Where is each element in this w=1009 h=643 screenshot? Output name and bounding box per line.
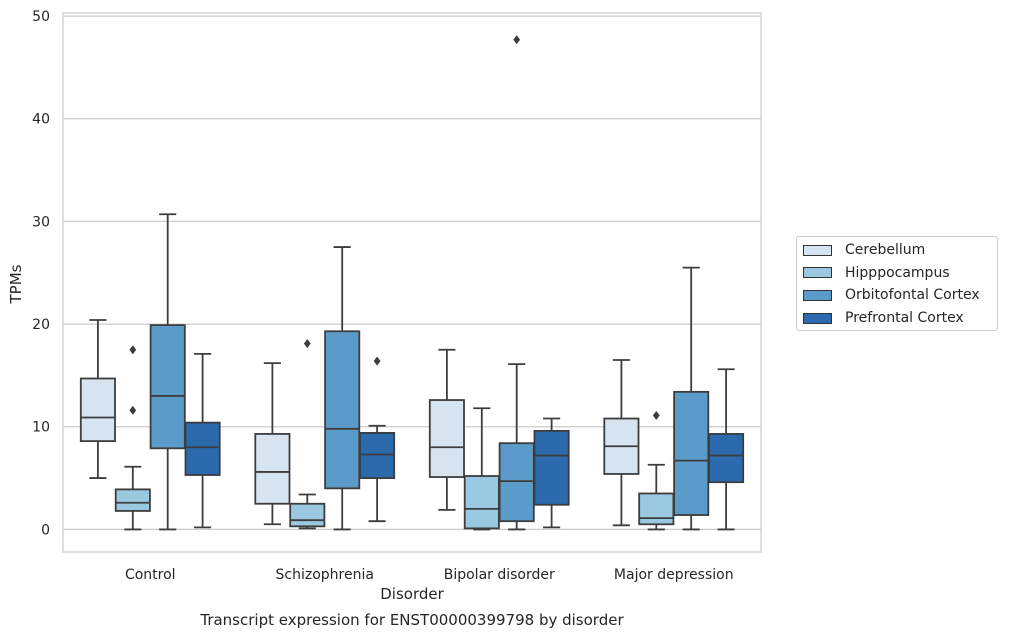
legend-label: Hipppocampus xyxy=(845,264,950,281)
legend-swatch xyxy=(803,267,832,279)
legend-label: Prefrontal Cortex xyxy=(845,310,964,327)
legend-swatch xyxy=(803,289,832,301)
box-2-3 xyxy=(673,266,710,531)
box-1-3 xyxy=(638,410,675,531)
y-tick-label: 50 xyxy=(32,9,50,25)
box-0-2 xyxy=(428,348,465,511)
box-3-3 xyxy=(708,368,745,531)
y-tick-label: 40 xyxy=(32,112,50,128)
legend-item: Cerebellum xyxy=(803,240,925,260)
box-iqr xyxy=(428,399,465,478)
box-iqr xyxy=(463,475,500,530)
box-3-2 xyxy=(533,417,570,529)
x-tick-label: Bipolar disorder xyxy=(444,567,555,583)
box-iqr xyxy=(533,429,570,506)
box-iqr xyxy=(114,488,151,512)
y-tick-label: 0 xyxy=(41,522,50,538)
legend-label: Orbitofontal Cortex xyxy=(845,287,980,304)
y-tick-label: 20 xyxy=(32,317,50,333)
x-tick-label: Control xyxy=(125,567,176,583)
box-1-1 xyxy=(289,338,326,530)
legend-swatch xyxy=(803,244,832,256)
legend: Cerebellum Hipppocampus Orbitofontal Corte… xyxy=(796,236,998,331)
box-1-0 xyxy=(114,345,151,531)
box-2-1 xyxy=(324,246,361,531)
box-iqr xyxy=(184,421,221,476)
box-iqr xyxy=(359,432,396,479)
outlier-point xyxy=(513,35,521,45)
outlier-point xyxy=(373,356,381,366)
box-iqr xyxy=(638,492,675,526)
outlier-point xyxy=(303,338,311,349)
plot-area-border xyxy=(62,12,762,553)
y-tick-label: 30 xyxy=(32,214,50,230)
box-iqr xyxy=(254,433,291,505)
x-tick-label: Major depression xyxy=(614,567,734,583)
x-tick-labels: Control Schizophrenia Bipolar disorder Majo… xyxy=(125,567,734,583)
box-2-0 xyxy=(149,213,186,531)
box-2-2 xyxy=(498,35,535,531)
outlier-point xyxy=(652,410,660,421)
x-axis-label: Disorder xyxy=(380,585,444,603)
legend-item: Prefrontal Cortex xyxy=(803,308,964,328)
y-tick-label: 10 xyxy=(32,420,50,436)
box-iqr xyxy=(149,324,186,450)
legend-item: Orbitofontal Cortex xyxy=(803,285,980,305)
legend-label: Cerebellum xyxy=(845,242,926,258)
outlier-point xyxy=(129,345,137,355)
box-3-0 xyxy=(184,352,221,529)
x-tick-label: Schizophrenia xyxy=(276,567,374,583)
box-iqr xyxy=(79,377,116,443)
legend-item: Hipppocampus xyxy=(803,263,950,283)
box-iqr xyxy=(289,502,326,528)
outlier-point xyxy=(129,405,137,415)
box-iqr xyxy=(324,330,361,490)
box-0-0 xyxy=(79,319,116,479)
box-0-1 xyxy=(254,362,291,526)
chart-title: Transcript expression for ENST0000039979… xyxy=(199,611,624,629)
box-0-3 xyxy=(603,359,640,527)
box-iqr xyxy=(673,390,710,516)
box-iqr xyxy=(498,442,535,523)
box-3-1 xyxy=(359,356,396,523)
y-axis-label: TPMs xyxy=(7,264,25,304)
legend-swatch xyxy=(803,312,832,324)
y-tick-labels: 0 10 20 30 40 50 xyxy=(32,9,50,538)
box-iqr xyxy=(708,433,745,484)
box-groups xyxy=(79,35,745,531)
